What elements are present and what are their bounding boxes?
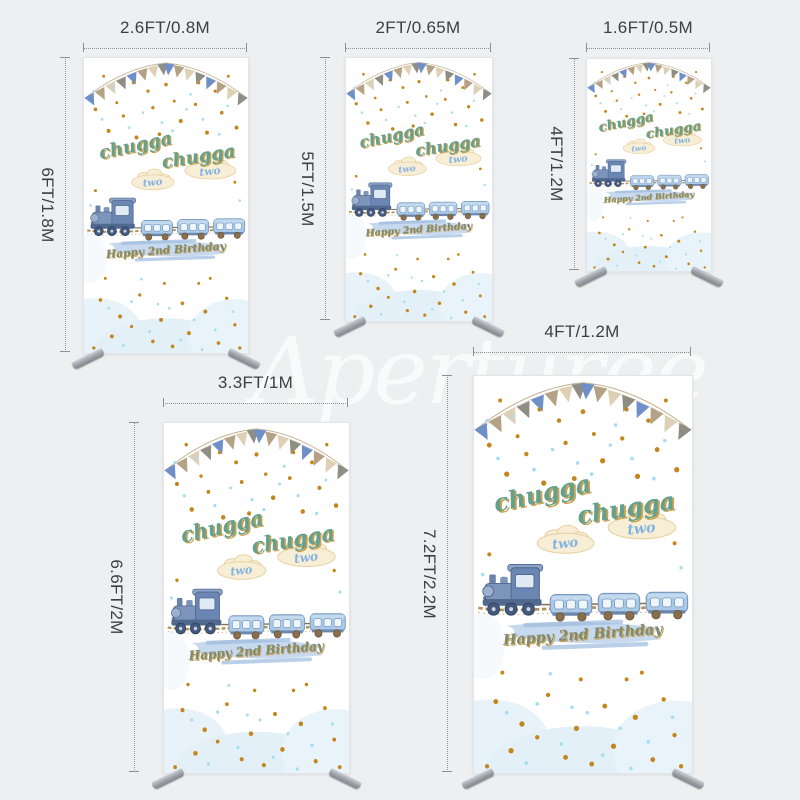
backdrop-art-1 [84,58,248,353]
height-dimension-line-1 [64,57,66,352]
height-dimension-line-3 [573,58,575,270]
width-measure-4: 3.3FT/1M [163,373,348,407]
backdrop-art-3 [587,59,711,271]
width-label-4: 3.3FT/1M [217,373,294,392]
height-measure-3: 4FT/1.2M [547,58,579,270]
height-label-3: 4FT/1.2M [547,126,566,202]
backdrop-panel-5 [460,375,706,791]
width-label-5: 4FT/1.2M [544,322,620,341]
height-label-4: 6.6FT/2M [107,559,126,635]
backdrop-panel-3 [573,58,725,289]
backdrop-art-2 [346,58,492,321]
width-dimension-line-4 [163,394,348,407]
height-dimension-line-2 [324,57,326,320]
height-label-2: 5FT/1.5M [298,150,317,227]
width-measure-1: 2.6FT/0.8M [83,18,247,52]
width-label-1: 2.6FT/0.8M [120,18,210,37]
backdrop-panel-2 [332,57,506,339]
width-dimension-line-2 [345,39,491,52]
height-dimension-line-4 [133,422,135,772]
height-label-1: 6FT/1.8M [38,166,57,243]
backdrop-panel-1 [70,57,262,371]
width-label-2: 2FT/0.65M [375,18,461,37]
height-dimension-line-5 [446,375,448,772]
width-dimension-line-3 [586,39,710,52]
backdrop-art-4 [164,423,349,773]
height-label-5: 7.2FT/2.2M [420,528,439,619]
width-dimension-line-1 [83,39,247,52]
width-measure-2: 2FT/0.65M [345,18,491,52]
width-measure-5: 4FT/1.2M [473,322,691,356]
height-measure-2: 5FT/1.5M [298,57,330,320]
backdrop-panel-4 [150,422,363,791]
height-measure-4: 6.6FT/2M [107,422,139,772]
backdrop-art-5 [474,376,692,773]
width-dimension-line-5 [473,343,691,356]
width-label-3: 1.6FT/0.5M [603,18,693,37]
width-measure-3: 1.6FT/0.5M [586,18,710,52]
height-measure-5: 7.2FT/2.2M [420,375,452,772]
height-measure-1: 6FT/1.8M [38,57,70,352]
